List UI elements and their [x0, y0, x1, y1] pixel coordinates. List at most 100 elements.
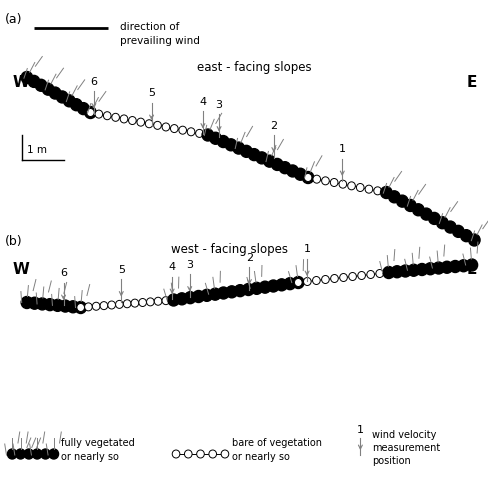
Ellipse shape	[146, 298, 154, 306]
Ellipse shape	[179, 126, 186, 134]
Text: 5: 5	[118, 265, 124, 275]
Ellipse shape	[375, 270, 383, 278]
Ellipse shape	[382, 266, 394, 278]
Ellipse shape	[70, 98, 82, 110]
Ellipse shape	[384, 268, 392, 276]
Ellipse shape	[63, 95, 75, 107]
Ellipse shape	[209, 132, 221, 144]
Ellipse shape	[21, 296, 33, 308]
Ellipse shape	[424, 263, 435, 275]
Ellipse shape	[154, 297, 162, 305]
Ellipse shape	[380, 186, 391, 198]
Ellipse shape	[37, 298, 48, 310]
Ellipse shape	[373, 187, 381, 195]
Ellipse shape	[366, 270, 374, 278]
Ellipse shape	[32, 449, 42, 459]
Ellipse shape	[169, 296, 177, 304]
Ellipse shape	[452, 226, 463, 237]
Text: 4: 4	[168, 262, 175, 272]
Ellipse shape	[420, 208, 431, 220]
Ellipse shape	[248, 148, 259, 160]
Ellipse shape	[242, 284, 254, 296]
Ellipse shape	[49, 87, 61, 99]
Ellipse shape	[131, 299, 139, 307]
Ellipse shape	[440, 261, 452, 273]
Ellipse shape	[348, 272, 356, 280]
Ellipse shape	[187, 128, 195, 136]
Text: 6: 6	[60, 268, 67, 278]
Ellipse shape	[60, 300, 71, 312]
Ellipse shape	[208, 450, 216, 458]
Ellipse shape	[263, 155, 275, 167]
Text: 6: 6	[90, 77, 97, 87]
Ellipse shape	[271, 158, 283, 170]
Ellipse shape	[321, 276, 328, 283]
Ellipse shape	[217, 136, 228, 147]
Ellipse shape	[432, 262, 444, 274]
Ellipse shape	[35, 80, 47, 92]
Ellipse shape	[292, 276, 304, 288]
Ellipse shape	[415, 264, 427, 276]
Text: 1: 1	[303, 244, 310, 254]
Ellipse shape	[460, 230, 471, 241]
Ellipse shape	[338, 180, 346, 188]
Ellipse shape	[465, 259, 477, 271]
Ellipse shape	[7, 449, 17, 459]
Ellipse shape	[75, 302, 86, 314]
Ellipse shape	[225, 139, 236, 151]
Ellipse shape	[120, 115, 127, 123]
Ellipse shape	[162, 123, 169, 131]
Ellipse shape	[112, 114, 119, 122]
Ellipse shape	[41, 449, 50, 459]
Ellipse shape	[250, 282, 262, 294]
Ellipse shape	[103, 112, 111, 120]
Ellipse shape	[259, 281, 270, 293]
Ellipse shape	[404, 200, 415, 211]
Ellipse shape	[192, 290, 204, 302]
Ellipse shape	[137, 118, 144, 126]
Ellipse shape	[304, 174, 311, 182]
Ellipse shape	[221, 450, 228, 458]
Ellipse shape	[412, 204, 423, 216]
Text: 3: 3	[215, 100, 222, 110]
Ellipse shape	[86, 108, 94, 116]
Ellipse shape	[232, 142, 244, 154]
Ellipse shape	[444, 221, 455, 233]
Ellipse shape	[24, 449, 34, 459]
Ellipse shape	[28, 76, 40, 88]
Ellipse shape	[312, 175, 320, 183]
Ellipse shape	[77, 304, 84, 312]
Text: west - facing slopes: west - facing slopes	[171, 244, 288, 256]
Ellipse shape	[356, 184, 363, 192]
Ellipse shape	[201, 290, 212, 302]
Ellipse shape	[427, 212, 439, 224]
Ellipse shape	[294, 168, 305, 180]
Text: 5: 5	[148, 88, 155, 99]
Ellipse shape	[365, 185, 372, 193]
Ellipse shape	[128, 116, 136, 124]
Ellipse shape	[225, 286, 237, 298]
Ellipse shape	[217, 287, 229, 299]
Ellipse shape	[339, 274, 346, 281]
Ellipse shape	[78, 102, 89, 115]
Ellipse shape	[162, 296, 169, 304]
Ellipse shape	[303, 278, 310, 285]
Text: wind velocity
measurement
position: wind velocity measurement position	[371, 430, 439, 466]
Ellipse shape	[294, 278, 302, 286]
Ellipse shape	[448, 260, 460, 272]
Ellipse shape	[84, 303, 92, 311]
Ellipse shape	[92, 302, 100, 310]
Ellipse shape	[240, 146, 252, 158]
Ellipse shape	[67, 301, 79, 313]
Text: E: E	[466, 262, 476, 278]
Ellipse shape	[357, 272, 365, 280]
Ellipse shape	[184, 450, 192, 458]
Ellipse shape	[399, 265, 410, 277]
Ellipse shape	[202, 129, 213, 141]
Ellipse shape	[176, 293, 187, 305]
Ellipse shape	[42, 83, 54, 95]
Text: 2: 2	[245, 253, 252, 263]
Text: 1: 1	[356, 425, 363, 435]
Ellipse shape	[56, 91, 68, 103]
Ellipse shape	[44, 298, 56, 310]
